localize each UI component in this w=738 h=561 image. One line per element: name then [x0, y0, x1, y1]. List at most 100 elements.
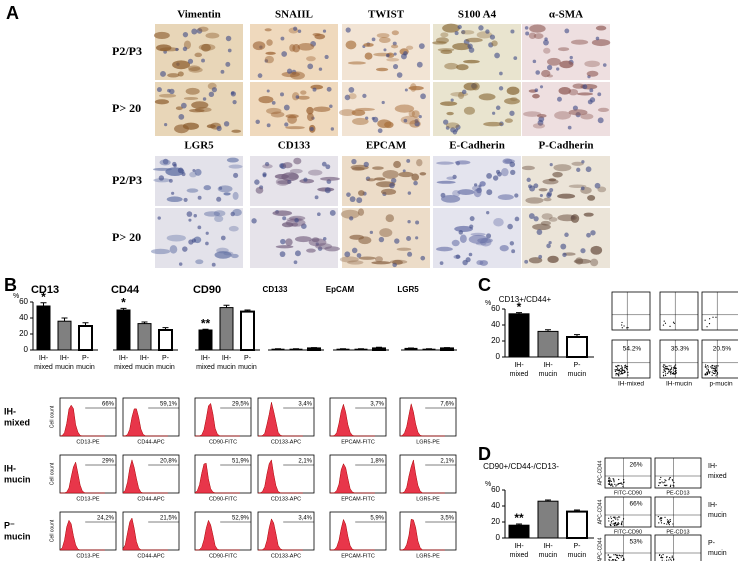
category-label: mixed	[114, 364, 133, 371]
flow-plot	[659, 291, 699, 331]
event	[622, 557, 625, 559]
event	[616, 555, 618, 557]
micrograph	[342, 24, 430, 80]
cell	[590, 258, 599, 267]
category-label: mucin	[539, 371, 558, 378]
event	[671, 555, 673, 557]
event	[615, 365, 617, 367]
cell	[570, 39, 589, 45]
micrograph	[339, 82, 430, 136]
nucleus	[509, 241, 515, 246]
cell	[274, 174, 289, 180]
event	[670, 484, 672, 486]
error-bar	[545, 499, 551, 502]
cell	[291, 222, 299, 227]
histogram	[399, 518, 445, 551]
quadrant	[702, 340, 738, 378]
x-axis-label: FITC-CD90	[614, 529, 642, 535]
nucleus	[186, 211, 193, 217]
error-bar	[120, 307, 127, 310]
percent-label: 3,7%	[370, 402, 384, 408]
cell	[228, 225, 239, 232]
row-label: P-	[708, 540, 716, 547]
flow-plot	[654, 534, 702, 561]
percent-label: 66%	[102, 402, 115, 408]
x-axis-label: CD90-FITC	[209, 496, 237, 502]
event	[614, 516, 616, 518]
event	[621, 366, 623, 368]
event	[620, 371, 623, 373]
cell	[590, 245, 603, 255]
cell	[174, 124, 189, 134]
event	[668, 520, 670, 522]
cell	[558, 86, 572, 95]
cell	[385, 214, 395, 223]
nucleus	[407, 251, 413, 257]
event	[707, 371, 709, 373]
event	[618, 375, 620, 377]
nucleus	[443, 119, 449, 125]
nucleus	[158, 175, 165, 181]
panel-label: A	[6, 3, 19, 23]
bar	[36, 305, 51, 351]
cell	[223, 192, 231, 196]
nucleus	[511, 249, 516, 254]
micrograph-bg	[342, 24, 430, 80]
event	[711, 371, 713, 373]
bar	[508, 313, 530, 358]
cell	[347, 61, 366, 65]
event	[707, 368, 709, 371]
error-bar	[516, 523, 522, 526]
nucleus	[533, 216, 539, 222]
event	[706, 373, 708, 376]
bar	[537, 330, 559, 358]
nucleus	[324, 187, 331, 194]
chart-title: CD90+/CD44-/CD13-	[483, 462, 559, 471]
event	[612, 516, 615, 518]
nucleus	[547, 64, 553, 71]
chart-title: CD13+/CD44+	[499, 295, 552, 304]
marker-name: CD133	[278, 140, 311, 152]
category-label: IH-	[514, 543, 524, 550]
nucleus	[225, 61, 231, 67]
nucleus	[528, 213, 535, 219]
percent-label: 29,5%	[232, 402, 250, 408]
event	[658, 484, 660, 487]
cell	[459, 234, 467, 244]
percent-label: 20,8%	[160, 459, 178, 465]
histogram	[122, 408, 168, 437]
event	[666, 484, 668, 486]
category-label: mixed	[34, 364, 53, 371]
event	[615, 485, 617, 487]
nucleus	[539, 85, 544, 89]
event	[716, 371, 719, 374]
event	[616, 484, 618, 486]
event	[668, 559, 670, 561]
histogram	[399, 459, 445, 494]
nucleus	[372, 116, 379, 123]
nucleus	[529, 185, 536, 192]
cell	[158, 93, 177, 98]
cell	[483, 121, 503, 127]
event	[610, 522, 612, 524]
cell	[504, 118, 513, 123]
flow-plot	[654, 496, 702, 528]
event	[618, 369, 620, 371]
error-bar	[40, 302, 47, 306]
event	[662, 365, 664, 367]
cell	[436, 246, 453, 252]
event	[665, 365, 667, 368]
x-axis-label: CD44-APC	[137, 439, 164, 445]
cell	[557, 47, 570, 52]
cell	[382, 169, 399, 179]
micrograph	[433, 82, 521, 136]
event	[613, 481, 615, 483]
category-label: mucin	[568, 371, 587, 378]
histogram	[257, 518, 303, 551]
event	[668, 370, 670, 372]
row-label: IH-	[708, 502, 718, 509]
cell	[232, 208, 242, 217]
row-label: P2/P3	[112, 44, 142, 58]
cell	[446, 176, 456, 180]
cell	[347, 260, 364, 265]
